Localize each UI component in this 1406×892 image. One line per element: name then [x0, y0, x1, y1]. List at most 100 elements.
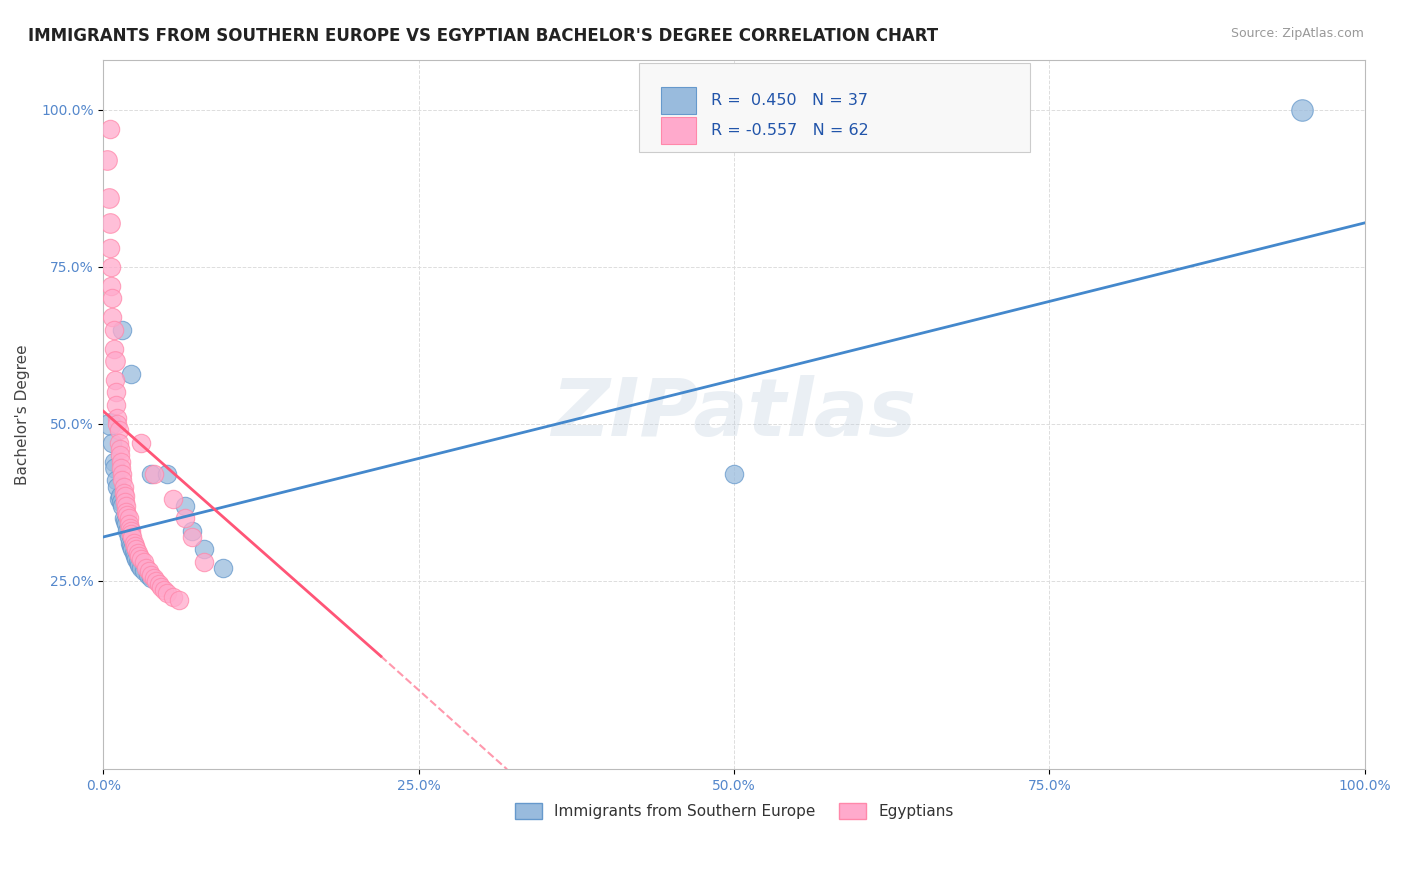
- Point: [114, 495, 136, 509]
- Point: [121, 530, 143, 544]
- Point: [115, 499, 138, 513]
- Point: [105, 417, 128, 431]
- Point: [193, 542, 215, 557]
- Point: [101, 435, 124, 450]
- Point: [155, 467, 177, 482]
- Bar: [661, 117, 696, 144]
- Point: [212, 561, 235, 575]
- Point: [97, 191, 120, 205]
- Point: [104, 373, 127, 387]
- Point: [103, 323, 125, 337]
- Point: [110, 460, 132, 475]
- Point: [103, 342, 125, 356]
- Point: [193, 555, 215, 569]
- FancyBboxPatch shape: [640, 63, 1031, 152]
- Point: [105, 398, 128, 412]
- Point: [101, 310, 124, 324]
- Point: [120, 526, 142, 541]
- Point: [98, 241, 121, 255]
- Point: [110, 454, 132, 468]
- Point: [105, 410, 128, 425]
- Point: [142, 467, 165, 482]
- Point: [122, 546, 145, 560]
- Point: [180, 524, 202, 538]
- Point: [120, 524, 142, 538]
- Point: [148, 577, 170, 591]
- Point: [120, 367, 142, 381]
- Point: [98, 417, 121, 431]
- Legend: Immigrants from Southern Europe, Egyptians: Immigrants from Southern Europe, Egyptia…: [509, 797, 960, 825]
- Point: [135, 561, 157, 575]
- Point: [124, 549, 146, 563]
- Point: [167, 592, 190, 607]
- Point: [104, 460, 127, 475]
- Point: [112, 486, 135, 500]
- Text: Source: ZipAtlas.com: Source: ZipAtlas.com: [1230, 27, 1364, 40]
- Text: IMMIGRANTS FROM SOUTHERN EUROPE VS EGYPTIAN BACHELOR'S DEGREE CORRELATION CHART: IMMIGRANTS FROM SOUTHERN EUROPE VS EGYPT…: [28, 27, 938, 45]
- Text: ZIPatlas: ZIPatlas: [551, 376, 917, 453]
- Point: [120, 539, 142, 553]
- Point: [153, 583, 176, 598]
- Point: [129, 552, 152, 566]
- Point: [105, 480, 128, 494]
- Point: [118, 530, 141, 544]
- Point: [141, 567, 163, 582]
- Point: [117, 508, 139, 522]
- Point: [117, 524, 139, 538]
- Point: [100, 278, 122, 293]
- Point: [129, 561, 152, 575]
- Point: [107, 423, 129, 437]
- Point: [114, 489, 136, 503]
- Point: [127, 546, 149, 560]
- Point: [129, 435, 152, 450]
- Point: [108, 442, 131, 456]
- Point: [125, 542, 148, 557]
- Point: [155, 586, 177, 600]
- Point: [132, 565, 155, 579]
- Point: [118, 511, 141, 525]
- Point: [723, 467, 745, 482]
- Point: [115, 505, 138, 519]
- Point: [101, 291, 124, 305]
- Point: [112, 511, 135, 525]
- Bar: [661, 87, 696, 114]
- Point: [105, 385, 128, 400]
- Text: R = -0.557   N = 62: R = -0.557 N = 62: [711, 123, 869, 138]
- Point: [174, 511, 197, 525]
- Y-axis label: Bachelor's Degree: Bachelor's Degree: [15, 344, 30, 484]
- Point: [111, 499, 134, 513]
- Point: [141, 467, 163, 482]
- Point: [100, 260, 122, 274]
- Point: [150, 580, 173, 594]
- Point: [108, 448, 131, 462]
- Point: [128, 558, 150, 573]
- Point: [118, 520, 141, 534]
- Point: [136, 567, 159, 582]
- Point: [162, 492, 184, 507]
- Point: [110, 495, 132, 509]
- Point: [104, 354, 127, 368]
- Point: [111, 323, 134, 337]
- Point: [111, 474, 134, 488]
- Point: [112, 480, 135, 494]
- Point: [128, 549, 150, 563]
- Text: R =  0.450   N = 37: R = 0.450 N = 37: [711, 94, 869, 109]
- Point: [125, 552, 148, 566]
- Point: [115, 517, 138, 532]
- Point: [105, 474, 128, 488]
- Point: [111, 467, 134, 482]
- Point: [107, 492, 129, 507]
- Point: [1291, 103, 1313, 117]
- Point: [103, 454, 125, 468]
- Point: [180, 530, 202, 544]
- Point: [118, 517, 141, 532]
- Point: [145, 574, 167, 588]
- Point: [118, 536, 141, 550]
- Point: [174, 499, 197, 513]
- Point: [138, 565, 160, 579]
- Point: [142, 571, 165, 585]
- Point: [162, 590, 184, 604]
- Point: [121, 542, 143, 557]
- Point: [132, 555, 155, 569]
- Point: [122, 536, 145, 550]
